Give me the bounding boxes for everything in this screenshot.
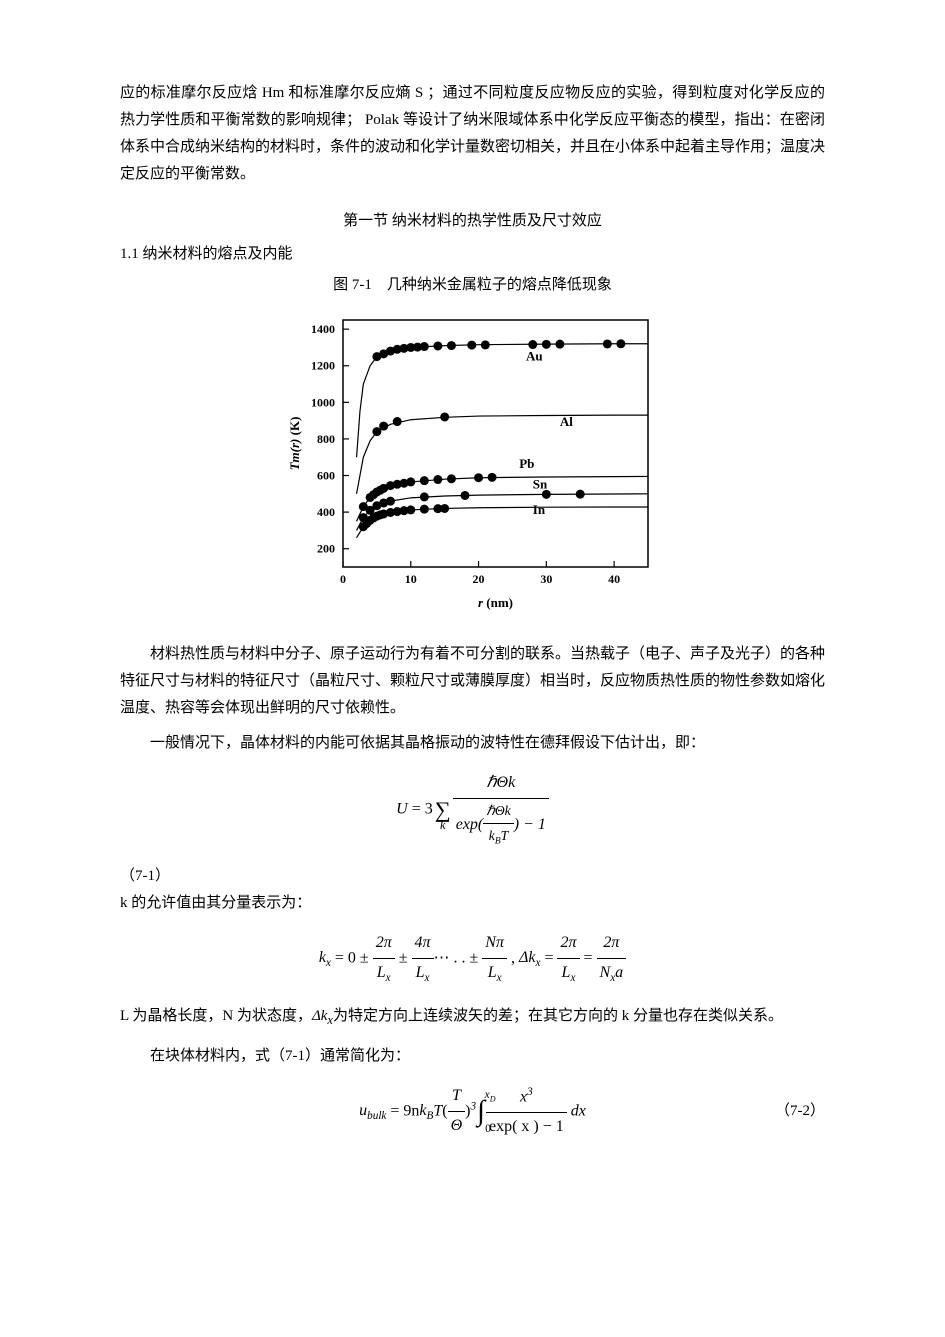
svg-text:1400: 1400 [311,322,335,336]
figure-7-1: 200 400 600 800 1000 1200 1400 0 10 20 30 40 r (nm) T… [120,305,825,625]
para5-part2: 为特定方向上连续波矢的差；在其它方向的 k 分量也存在类似关系。 [333,1008,783,1024]
paragraph-thermal-properties: 材料热性质与材料中分子、原子运动行为有着不可分割的联系。当热载子（电子、声子及光… [120,641,825,722]
svg-text:10: 10 [404,572,416,586]
svg-text:Au: Au [526,348,543,363]
svg-text:1200: 1200 [311,359,335,373]
svg-text:400: 400 [317,505,335,519]
equation-kx: kx = 0 ± 2πLx ± 4πLx⋯ . . ± NπLx , Δkx =… [120,929,825,988]
svg-text:20: 20 [472,572,484,586]
paragraph-bulk-material: 在块体材料内，式（7-1）通常简化为： [120,1043,825,1070]
svg-text:0: 0 [340,572,346,586]
svg-text:800: 800 [317,432,335,446]
svg-text:40: 40 [608,572,620,586]
svg-text:Pb: Pb [519,456,534,471]
svg-text:Tm(r) (K): Tm(r) (K) [287,417,302,471]
svg-text:30: 30 [540,572,552,586]
svg-text:200: 200 [317,542,335,556]
figure-caption: 图 7-1 几种纳米金属粒子的熔点降低现象 [120,272,825,299]
para5-part1: L 为晶格长度，N 为状态度， [120,1008,312,1024]
equation-7-2: ubulk = 9nkBT(TΘ)3∫0xDx3exp( x ) − 1 dx [359,1082,586,1142]
section-title: 第一节 纳米材料的热学性质及尺寸效应 [120,208,825,235]
svg-text:Al: Al [559,414,572,429]
svg-text:In: In [532,502,545,517]
svg-text:r (nm): r (nm) [477,595,512,610]
equation-number-7-1: （7-1） [120,863,825,890]
subsection-1-1: 1.1 纳米材料的熔点及内能 [120,241,825,268]
delta-kx-symbol: Δk [312,1008,327,1024]
svg-text:1000: 1000 [311,395,335,409]
svg-text:600: 600 [317,469,335,483]
melting-point-chart: 200 400 600 800 1000 1200 1400 0 10 20 30 40 r (nm) T… [283,305,663,615]
paragraph-internal-energy: 一般情况下，晶体材料的内能可依据其晶格振动的波特性在德拜假设下估计出，即： [120,730,825,757]
equation-7-1: U = 3∑kℏΘkexp(ℏΘkkBT) − 1 [120,769,825,851]
svg-text:Sn: Sn [532,476,547,491]
intro-paragraph: 应的标准摩尔反应焓 Hm 和标准摩尔反应熵 S ；通过不同粒度反应物反应的实验，… [120,80,825,188]
paragraph-k-values: k 的允许值由其分量表示为： [120,890,825,917]
equation-number-7-2: （7-2） [775,1098,825,1125]
equation-7-2-row: ubulk = 9nkBT(TΘ)3∫0xDx3exp( x ) − 1 dx … [120,1082,825,1142]
paragraph-lattice-length: L 为晶格长度，N 为状态度，Δkx为特定方向上连续波矢的差；在其它方向的 k … [120,1000,825,1035]
